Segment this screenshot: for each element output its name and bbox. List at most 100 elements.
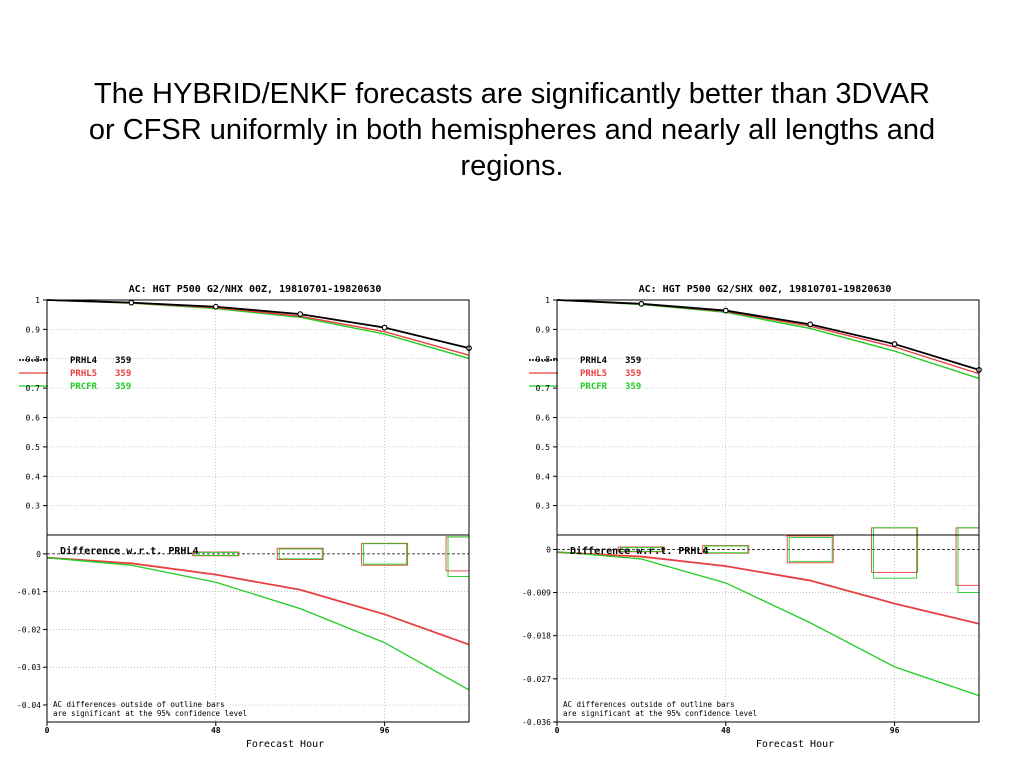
bottom-series bbox=[556, 551, 980, 697]
series-line-prhl5 bbox=[46, 299, 470, 356]
data-point bbox=[638, 300, 645, 307]
data-point bbox=[807, 321, 814, 328]
legend-count: 359 bbox=[625, 356, 641, 366]
significance-bar-prhl5 bbox=[786, 535, 834, 564]
legend-label: PRHL5 bbox=[70, 369, 97, 379]
significance-bar-prhl5 bbox=[955, 527, 980, 586]
top-gridlines bbox=[47, 299, 469, 506]
significance-bar-prhl5 bbox=[276, 547, 324, 561]
significance-bar-prcfr bbox=[619, 547, 664, 552]
y-tick-label: -0.01 bbox=[17, 588, 41, 597]
data-point bbox=[128, 299, 135, 306]
slide-title-line: The HYBRID/ENKF forecasts are significan… bbox=[94, 78, 930, 110]
diff-line-prhl5 bbox=[556, 551, 980, 625]
x-tick-label: 0 bbox=[45, 726, 50, 735]
x-axis-label: Forecast Hour bbox=[756, 739, 834, 750]
significance-note: are significant at the 95% confidence le… bbox=[53, 709, 247, 718]
x-axis: 0 48 96 bbox=[555, 722, 900, 735]
plot-frame bbox=[46, 299, 470, 723]
y-tick-label: -0.04 bbox=[17, 701, 41, 710]
y-tick-label: 0.7 bbox=[536, 384, 551, 393]
top-series bbox=[46, 299, 472, 360]
difference-title: Difference w.r.t. PRHL4 bbox=[570, 545, 708, 557]
y-tick-label: 0.6 bbox=[26, 414, 41, 423]
significance-bar-prcfr bbox=[363, 543, 408, 565]
legend-label: PRHL5 bbox=[580, 369, 607, 379]
y-tick-label: -0.027 bbox=[522, 675, 551, 684]
slide-title: The HYBRID/ENKF forecasts are significan… bbox=[0, 76, 1024, 184]
chart-shx: AC: HGT P500 G2/SHX 00Z, 19810701-198206… bbox=[522, 284, 982, 750]
significance-bar-prhl5 bbox=[617, 546, 665, 553]
y-tick-label: 0 bbox=[36, 550, 41, 559]
y-tick-label: 0 bbox=[546, 545, 551, 554]
legend-label: PRHL4 bbox=[70, 356, 98, 366]
bottom-gridlines bbox=[47, 591, 469, 706]
top-gridlines bbox=[557, 299, 979, 506]
y-tick-label: 0.3 bbox=[536, 502, 551, 511]
y-tick-label: -0.018 bbox=[522, 632, 551, 641]
y-tick-label: 0.7 bbox=[26, 384, 41, 393]
significance-bar-prcfr bbox=[873, 527, 918, 579]
y-tick-label: 0.8 bbox=[536, 355, 551, 364]
diff-line-prcfr bbox=[46, 557, 470, 691]
y-tick-label: -0.009 bbox=[522, 589, 551, 598]
vertical-gridlines bbox=[215, 300, 385, 722]
x-axis-label: Forecast Hour bbox=[246, 739, 324, 750]
y-axis-top: 1 0.9 0.8 0.7 0.6 0.5 0.4 0.3 bbox=[536, 296, 557, 511]
y-tick-label: 0.6 bbox=[536, 414, 551, 423]
y-tick-label: 0.3 bbox=[26, 502, 41, 511]
x-tick-label: 96 bbox=[380, 726, 390, 735]
significance-bar-prcfr bbox=[957, 527, 980, 593]
x-axis: 0 48 96 bbox=[45, 722, 390, 735]
x-tick-label: 48 bbox=[721, 726, 731, 735]
series-line-prhl4 bbox=[46, 299, 470, 350]
legend-label: PRHL4 bbox=[580, 356, 608, 366]
slide-title-line: or CFSR uniformly in both hemispheres an… bbox=[88, 114, 936, 146]
legend: PRHL4 359 PRHL5 359 PRCFR 359 bbox=[19, 356, 131, 392]
difference-title: Difference w.r.t. PRHL4 bbox=[60, 545, 198, 557]
significance-note: are significant at the 95% confidence le… bbox=[563, 709, 757, 718]
y-tick-label: 0.4 bbox=[26, 472, 41, 481]
significance-note: AC differences outside of outline bars bbox=[563, 700, 735, 709]
significance-bar-prcfr bbox=[788, 536, 833, 562]
legend-label: PRCFR bbox=[70, 382, 98, 392]
plot-frame bbox=[556, 299, 980, 723]
diff-line-prhl5 bbox=[46, 556, 470, 646]
y-tick-label: 0.4 bbox=[536, 472, 551, 481]
chart-nhx: AC: HGT P500 G2/NHX 00Z, 19810701-198206… bbox=[17, 284, 472, 750]
diff-line-prcfr bbox=[556, 551, 980, 697]
data-point bbox=[722, 307, 729, 314]
y-axis-bottom: 0 -0.009 -0.018 -0.027 -0.036 bbox=[522, 545, 557, 727]
significance-bars bbox=[192, 536, 470, 578]
y-tick-label: -0.02 bbox=[17, 625, 41, 634]
y-tick-label: 0.5 bbox=[26, 443, 41, 452]
y-tick-label: 1 bbox=[35, 296, 40, 305]
x-tick-label: 0 bbox=[555, 726, 560, 735]
data-point bbox=[212, 303, 219, 310]
y-tick-label: 0.8 bbox=[26, 355, 41, 364]
y-tick-label: 0.5 bbox=[536, 443, 551, 452]
legend-count: 359 bbox=[115, 356, 131, 366]
slide-title-line: regions. bbox=[460, 150, 564, 182]
legend-count: 359 bbox=[115, 369, 131, 379]
series-line-prhl4 bbox=[556, 299, 980, 371]
significance-bar-prcfr bbox=[194, 551, 239, 556]
significance-bar-prhl5 bbox=[702, 545, 750, 554]
legend: PRHL4 359 PRHL5 359 PRCFR 359 bbox=[529, 356, 641, 392]
legend-count: 359 bbox=[625, 369, 641, 379]
y-tick-label: 0.9 bbox=[536, 325, 551, 334]
y-axis-top: 1 0.9 0.8 0.7 0.6 0.5 0.4 0.3 bbox=[26, 296, 47, 511]
series-line-prhl5 bbox=[556, 299, 980, 375]
legend-label: PRCFR bbox=[580, 382, 608, 392]
y-axis-bottom: 0 -0.01 -0.02 -0.03 -0.04 bbox=[17, 550, 47, 710]
chart-title: AC: HGT P500 G2/NHX 00Z, 19810701-198206… bbox=[129, 284, 382, 295]
significance-note: AC differences outside of outline bars bbox=[53, 700, 225, 709]
top-series bbox=[556, 299, 982, 380]
legend-count: 359 bbox=[625, 382, 641, 392]
data-point bbox=[297, 311, 304, 317]
significance-bar-prcfr bbox=[278, 548, 323, 560]
series-line-prcfr bbox=[556, 299, 980, 380]
data-point bbox=[381, 324, 388, 331]
chart-title: AC: HGT P500 G2/SHX 00Z, 19810701-198206… bbox=[639, 284, 892, 295]
vertical-gridlines bbox=[725, 300, 895, 722]
